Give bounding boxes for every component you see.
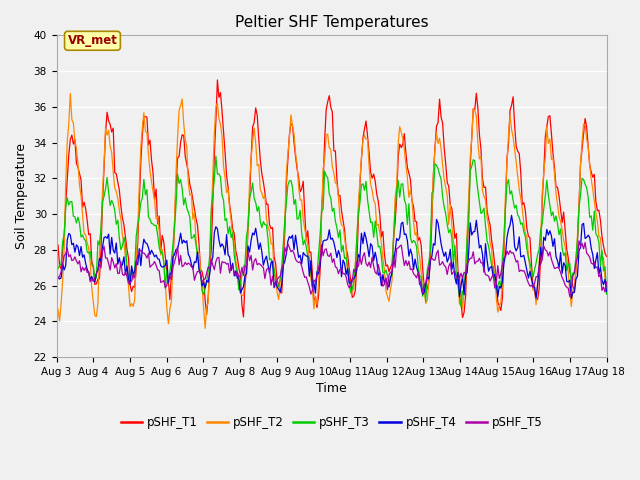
- pSHF_T5: [120, 273, 128, 278]
- pSHF_T5: [293, 259, 301, 264]
- Line: pSHF_T3: pSHF_T3: [56, 156, 607, 307]
- pSHF_T5: [573, 255, 581, 261]
- pSHF_T4: [244, 243, 252, 249]
- pSHF_T3: [246, 195, 253, 201]
- pSHF_T1: [575, 203, 583, 208]
- pSHF_T4: [508, 213, 515, 218]
- pSHF_T2: [67, 91, 74, 96]
- pSHF_T3: [120, 235, 128, 240]
- pSHF_T2: [603, 288, 611, 293]
- pSHF_T1: [459, 315, 467, 321]
- pSHF_T5: [575, 238, 583, 244]
- pSHF_T4: [52, 268, 60, 274]
- pSHF_T1: [214, 77, 221, 83]
- Line: pSHF_T1: pSHF_T1: [56, 80, 607, 318]
- pSHF_T5: [235, 274, 243, 280]
- pSHF_T4: [575, 248, 583, 253]
- Legend: pSHF_T1, pSHF_T2, pSHF_T3, pSHF_T4, pSHF_T5: pSHF_T1, pSHF_T2, pSHF_T3, pSHF_T4, pSHF…: [116, 411, 547, 434]
- pSHF_T3: [603, 291, 611, 297]
- X-axis label: Time: Time: [316, 383, 347, 396]
- pSHF_T3: [295, 216, 303, 221]
- pSHF_T1: [603, 253, 611, 259]
- pSHF_T4: [568, 295, 575, 301]
- Title: Peltier SHF Temperatures: Peltier SHF Temperatures: [235, 15, 428, 30]
- pSHF_T5: [216, 270, 224, 276]
- pSHF_T1: [218, 108, 226, 114]
- pSHF_T2: [296, 197, 304, 203]
- pSHF_T3: [218, 192, 226, 198]
- pSHF_T3: [52, 271, 60, 276]
- pSHF_T5: [244, 249, 252, 254]
- pSHF_T1: [237, 272, 244, 277]
- pSHF_T5: [603, 279, 611, 285]
- pSHF_T5: [52, 276, 60, 282]
- pSHF_T1: [52, 245, 60, 251]
- pSHF_T4: [293, 244, 301, 250]
- pSHF_T3: [575, 205, 583, 211]
- pSHF_T5: [566, 294, 573, 300]
- pSHF_T2: [238, 293, 246, 299]
- pSHF_T2: [247, 156, 255, 162]
- Line: pSHF_T2: pSHF_T2: [56, 94, 607, 328]
- pSHF_T1: [246, 197, 253, 203]
- pSHF_T4: [235, 275, 243, 281]
- pSHF_T3: [457, 304, 465, 310]
- pSHF_T2: [220, 164, 227, 169]
- pSHF_T1: [295, 174, 303, 180]
- pSHF_T2: [122, 254, 129, 260]
- pSHF_T2: [575, 204, 583, 209]
- pSHF_T3: [237, 280, 244, 286]
- Line: pSHF_T5: pSHF_T5: [56, 241, 607, 297]
- pSHF_T4: [603, 288, 611, 294]
- pSHF_T2: [52, 303, 60, 309]
- pSHF_T4: [216, 244, 224, 250]
- pSHF_T4: [120, 254, 128, 260]
- pSHF_T1: [120, 222, 128, 228]
- Y-axis label: Soil Temperature: Soil Temperature: [15, 143, 28, 249]
- pSHF_T3: [212, 153, 220, 159]
- pSHF_T2: [202, 325, 209, 331]
- Line: pSHF_T4: pSHF_T4: [56, 216, 607, 298]
- Text: VR_met: VR_met: [68, 34, 117, 47]
